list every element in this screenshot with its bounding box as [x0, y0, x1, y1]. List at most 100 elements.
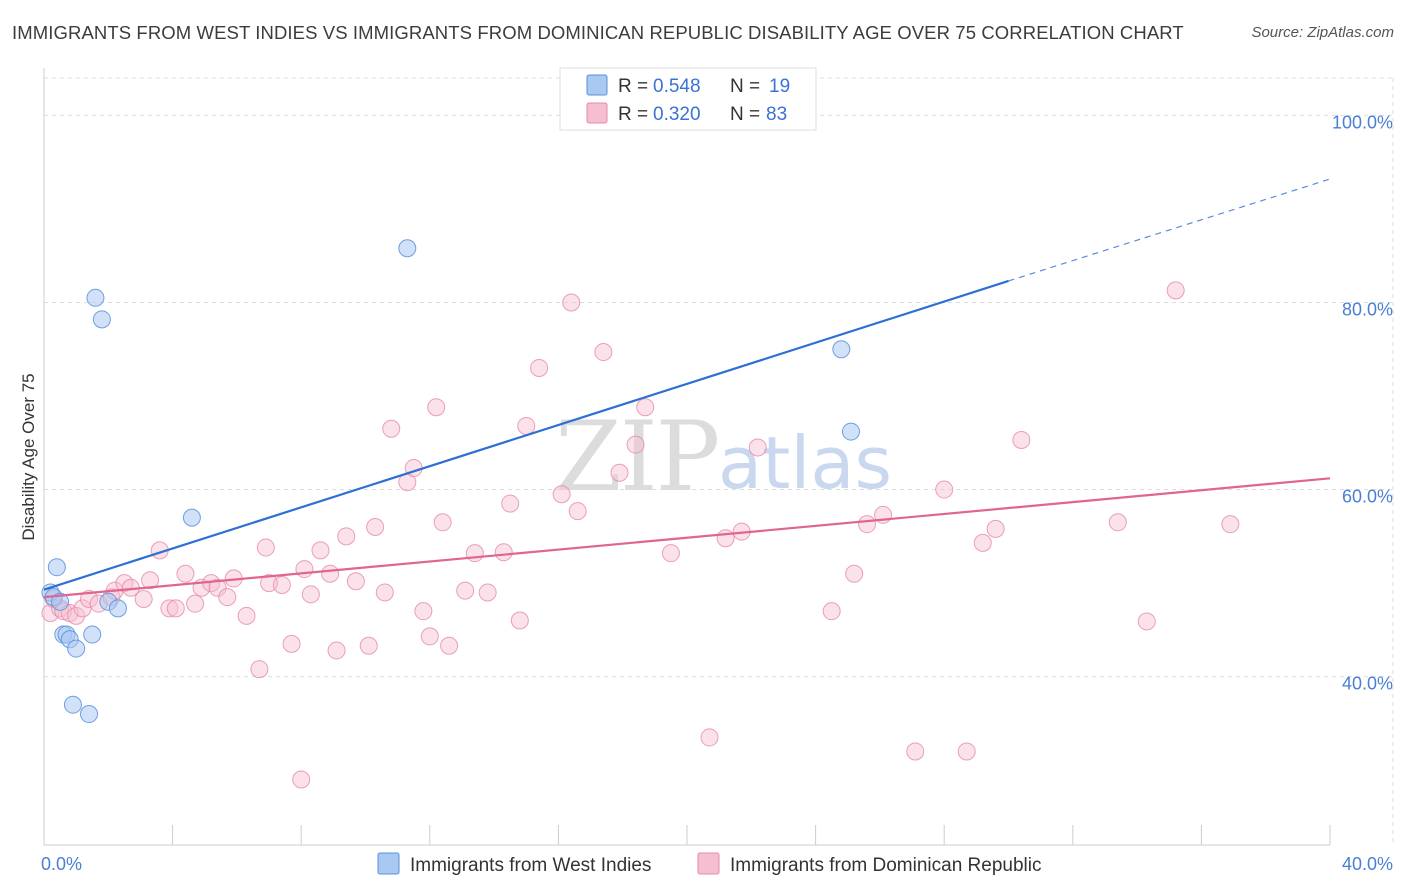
x-tick-label-0: 0.0% [41, 854, 82, 874]
point-dominican-republic-7 [80, 589, 99, 608]
point-west-indies-16 [398, 239, 417, 258]
point-dominican-republic-31 [292, 770, 311, 789]
point-dominican-republic-47 [427, 398, 446, 417]
point-dominican-republic-56 [517, 416, 536, 435]
point-dominican-republic-26 [250, 660, 269, 679]
point-dominican-republic-30 [282, 634, 301, 653]
x-tick-labels: 0.0% 40.0% [41, 854, 1393, 874]
point-dominican-republic-41 [375, 583, 394, 602]
point-dominican-republic-46 [420, 627, 439, 646]
point-dominican-republic-78 [986, 519, 1005, 538]
bottom-legend-label-west-indies: Immigrants from West Indies [410, 855, 651, 876]
point-dominican-republic-72 [858, 515, 877, 534]
legend-n-value-2: 83 [766, 104, 787, 125]
point-dominican-republic-23 [218, 588, 237, 607]
point-dominican-republic-13 [134, 589, 153, 608]
point-dominican-republic-58 [552, 485, 571, 504]
point-west-indies-2 [47, 558, 66, 577]
point-west-indies-14 [108, 599, 127, 618]
chart-title: IMMIGRANTS FROM WEST INDIES VS IMMIGRANT… [12, 22, 1184, 43]
point-west-indies-11 [86, 288, 105, 307]
point-dominican-republic-76 [957, 742, 976, 761]
series-west-indies [41, 239, 860, 724]
legend-r-label-1: R = [618, 76, 648, 97]
series-dominican-republic [41, 281, 1240, 789]
point-dominican-republic-70 [822, 602, 841, 621]
point-dominican-republic-82 [1166, 281, 1185, 300]
trend-lines [43, 178, 1331, 599]
source-label: Source: ZipAtlas.com [1251, 24, 1394, 41]
point-dominican-republic-63 [626, 435, 645, 454]
legend-r-label-2: R = [618, 104, 648, 125]
legend-n-label-2: N = [730, 104, 760, 125]
point-dominican-republic-5 [67, 606, 86, 625]
point-dominican-republic-45 [414, 602, 433, 621]
point-dominican-republic-83 [1221, 515, 1240, 534]
point-dominican-republic-42 [382, 419, 401, 438]
y-tick-label-2: 80.0% [1342, 299, 1393, 319]
point-dominican-republic-75 [935, 480, 954, 499]
point-dominican-republic-69 [748, 438, 767, 457]
point-dominican-republic-74 [906, 742, 925, 761]
point-dominican-republic-54 [501, 494, 520, 513]
point-dominican-republic-36 [327, 641, 346, 660]
y-tick-label-3: 100.0% [1332, 112, 1393, 132]
point-west-indies-8 [63, 695, 82, 714]
legend-n-value-1: 19 [769, 76, 790, 97]
point-dominican-republic-16 [160, 599, 179, 618]
y-tick-labels: 40.0% 60.0% 80.0% 100.0% [1332, 112, 1393, 693]
point-dominican-republic-79 [1012, 430, 1031, 449]
point-west-indies-9 [80, 705, 99, 724]
point-dominican-republic-60 [568, 502, 587, 521]
trend-line-dominican-republic [43, 477, 1331, 599]
point-dominican-republic-61 [594, 343, 613, 362]
point-dominican-republic-51 [465, 544, 484, 563]
point-dominican-republic-11 [115, 574, 134, 593]
point-dominican-republic-80 [1108, 513, 1127, 532]
point-dominican-republic-67 [716, 529, 735, 548]
point-dominican-republic-66 [700, 728, 719, 747]
point-dominican-republic-29 [272, 575, 291, 594]
point-dominican-republic-50 [456, 581, 475, 600]
trend-line-west-indies-extension [1008, 178, 1331, 282]
point-west-indies-18 [841, 422, 860, 441]
y-axis-label: Disability Age Over 75 [19, 373, 38, 540]
point-dominican-republic-33 [301, 585, 320, 604]
legend-swatch-west-indies [586, 74, 608, 96]
point-dominican-republic-18 [176, 564, 195, 583]
bottom-legend: Immigrants from West Indies Immigrants f… [377, 852, 1042, 876]
y-tick-label-1: 60.0% [1342, 487, 1393, 507]
x-tick-label-1: 40.0% [1342, 854, 1393, 874]
axes [43, 68, 1331, 846]
point-dominican-republic-32 [295, 560, 314, 579]
point-dominican-republic-65 [661, 544, 680, 563]
point-dominican-republic-48 [433, 513, 452, 532]
point-west-indies-10 [83, 625, 102, 644]
bottom-legend-swatch-west-indies [377, 852, 400, 875]
point-dominican-republic-81 [1137, 612, 1156, 631]
point-west-indies-15 [182, 508, 201, 527]
point-west-indies-17 [832, 340, 851, 359]
point-west-indies-3 [51, 592, 70, 611]
point-dominican-republic-77 [973, 533, 992, 552]
point-dominican-republic-62 [610, 463, 629, 482]
point-dominican-republic-19 [186, 594, 205, 613]
point-dominican-republic-14 [141, 571, 160, 590]
point-dominican-republic-17 [166, 599, 185, 618]
point-dominican-republic-53 [494, 543, 513, 562]
legend-r-value-2: 0.320 [653, 104, 701, 125]
point-dominican-republic-71 [845, 564, 864, 583]
watermark-zip: ZIP [555, 401, 718, 513]
point-dominican-republic-37 [337, 527, 356, 546]
point-dominican-republic-27 [256, 538, 275, 557]
point-dominican-republic-38 [346, 572, 365, 591]
point-dominican-republic-49 [440, 636, 459, 655]
point-west-indies-7 [67, 639, 86, 658]
trend-line-west-indies [43, 279, 1009, 591]
legend-n-label-1: N = [730, 76, 760, 97]
watermark: ZIP atlas [555, 401, 892, 513]
point-dominican-republic-55 [510, 611, 529, 630]
point-dominican-republic-34 [311, 541, 330, 560]
point-dominican-republic-39 [359, 636, 378, 655]
